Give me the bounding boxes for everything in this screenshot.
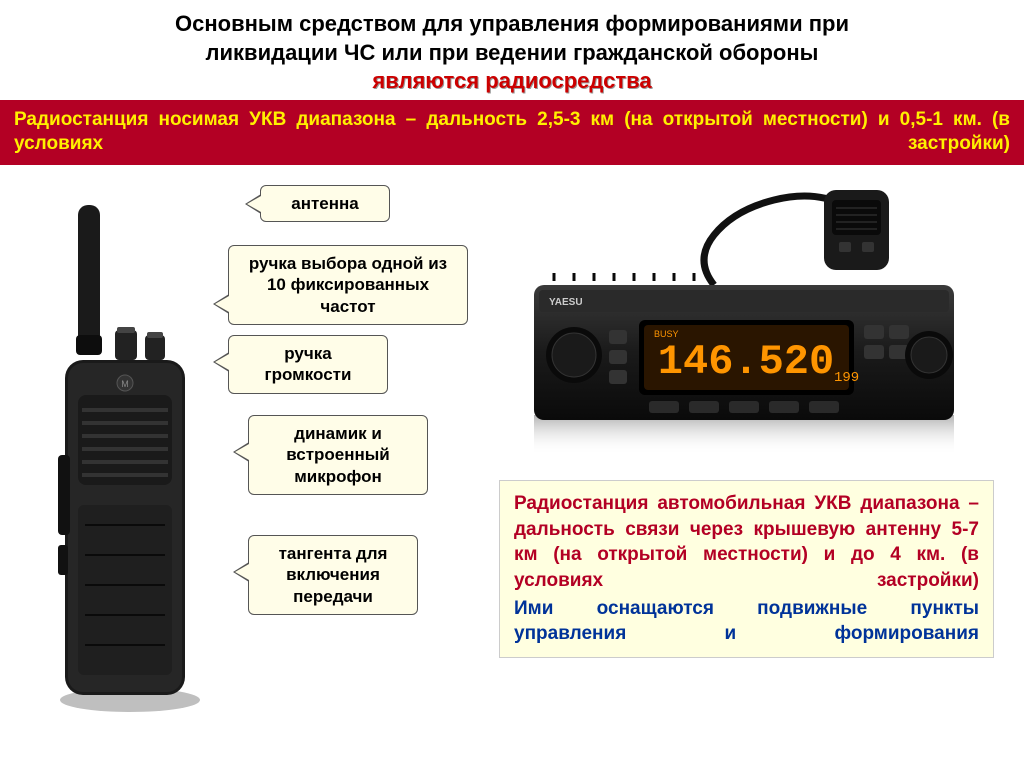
page-title: Основным средством для управления формир…	[0, 0, 1024, 100]
svg-text:BUSY: BUSY	[654, 329, 679, 339]
mobile-radio-illustration: 146.520 199 BUSY YAESU	[514, 185, 974, 465]
mobile-radio-info-box: Радиостанция автомобильная УКВ диапазона…	[499, 480, 994, 658]
callout-antenna: антенна	[260, 185, 390, 222]
portable-radio-spec-bar: Радиостанция носимая УКВ диапазона – дал…	[0, 100, 1024, 165]
mobile-radio-usage: Ими оснащаются подвижные пункты управлен…	[514, 596, 979, 647]
callout-volume-knob: ручка громкости	[228, 335, 388, 394]
title-line-1: Основным средством для управления формир…	[40, 10, 984, 39]
title-line-2: ликвидации ЧС или при ведении гражданско…	[40, 39, 984, 68]
portable-radio-illustration: M	[20, 195, 220, 715]
callout-channel-knob: ручка выбора одной из 10 фиксированных ч…	[228, 245, 468, 325]
callout-channel-label: ручка выбора одной из 10 фиксированных ч…	[249, 254, 447, 316]
callout-speaker-mic: динамик и встроенный микрофон	[248, 415, 428, 495]
callout-antenna-label: антенна	[291, 194, 359, 213]
lcd-frequency: 146.520	[658, 338, 834, 386]
lcd-sub: 199	[834, 370, 859, 386]
callout-speaker-label: динамик и встроенный микрофон	[286, 424, 390, 486]
callout-ptt-label: тангента для включения передачи	[279, 544, 388, 606]
title-line-3: являются радиосредства	[40, 67, 984, 96]
mobile-radio-spec: Радиостанция автомобильная УКВ диапазона…	[514, 491, 979, 594]
svg-text:YAESU: YAESU	[549, 297, 583, 308]
main-diagram-area: M антенна ручка выбора одной из 10 фикси…	[0, 165, 1024, 725]
callout-ptt: тангента для включения передачи	[248, 535, 418, 615]
svg-text:M: M	[121, 379, 129, 389]
callout-volume-label: ручка громкости	[265, 344, 352, 384]
